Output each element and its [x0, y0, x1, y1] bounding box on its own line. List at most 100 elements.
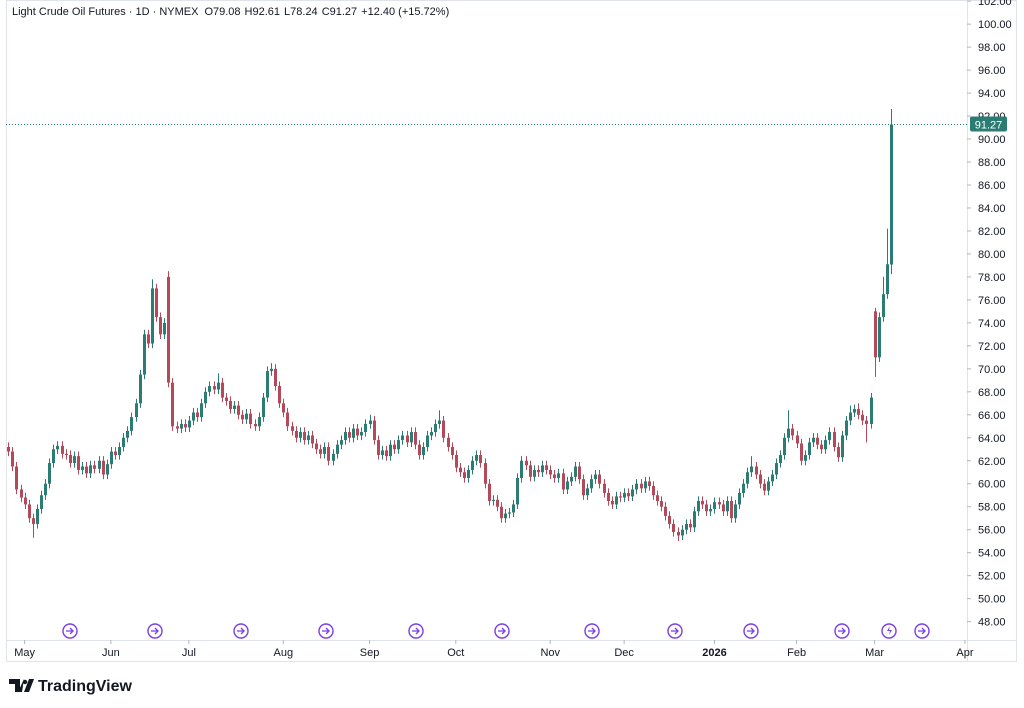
event-marker[interactable]	[408, 623, 424, 639]
candle-body	[763, 483, 766, 491]
candle-body	[81, 466, 84, 470]
x-tick-label: Nov	[540, 647, 560, 659]
candle-body	[249, 413, 252, 424]
event-marker[interactable]	[584, 623, 600, 639]
event-marker-icon	[838, 627, 846, 635]
y-tick-label: 80.00	[978, 249, 1006, 261]
candle-body	[672, 523, 675, 532]
candle-body	[73, 456, 76, 464]
event-marker[interactable]	[62, 623, 78, 639]
logo-slash	[24, 679, 34, 692]
candle-body	[631, 489, 634, 497]
candle-body	[681, 529, 684, 536]
candle-body	[652, 486, 655, 496]
candle-body	[56, 445, 59, 450]
x-tick-label: Jul	[182, 647, 196, 659]
y-tick-label: 84.00	[978, 203, 1006, 215]
event-marker[interactable]	[147, 623, 163, 639]
y-tick-label: 54.00	[978, 548, 1006, 560]
y-tick-label: 74.00	[978, 318, 1006, 330]
event-marker-icon	[412, 627, 420, 635]
candle-body	[562, 473, 565, 490]
event-marker[interactable]	[834, 623, 850, 639]
candle-body	[48, 463, 51, 484]
candle-body	[245, 413, 248, 420]
x-tick-label: Sep	[360, 647, 380, 659]
candle-body	[225, 397, 228, 402]
candle-body	[406, 435, 409, 443]
candle-body	[607, 492, 610, 501]
candle-body	[677, 531, 680, 536]
candle-body	[759, 474, 762, 484]
y-tick-label: 94.00	[978, 88, 1006, 100]
event-marker[interactable]	[667, 623, 683, 639]
candle-body	[779, 455, 782, 464]
candle-body	[570, 476, 573, 482]
candle-body	[467, 469, 470, 478]
candle-body	[20, 489, 23, 498]
candle-body	[845, 420, 848, 436]
candle-body	[192, 412, 195, 421]
candle-body	[430, 432, 433, 436]
candle-body	[796, 435, 799, 444]
candle-body	[167, 276, 170, 383]
candle-body	[451, 446, 454, 456]
event-marker[interactable]	[881, 623, 897, 639]
candle-body	[791, 428, 794, 436]
x-tick-label: 2026	[702, 647, 726, 659]
y-tick-label: 88.00	[978, 157, 1006, 169]
candle-body	[254, 423, 257, 427]
candle-body	[114, 451, 117, 456]
candle-body	[44, 483, 47, 496]
candle-body	[233, 405, 236, 410]
candle-body	[787, 428, 790, 438]
candle-body	[401, 435, 404, 441]
event-marker[interactable]	[743, 623, 759, 639]
candle-body	[319, 449, 322, 454]
candle-body	[414, 432, 417, 445]
candle-body	[295, 430, 298, 438]
candle-body	[221, 382, 224, 398]
y-tick-label: 82.00	[978, 226, 1006, 238]
candle-body	[878, 317, 881, 358]
x-tick-label: Apr	[956, 647, 973, 659]
ohlc-close: C91.27	[322, 6, 357, 18]
event-marker-icon	[66, 627, 74, 635]
y-tick-label: 70.00	[978, 364, 1006, 376]
candle-body	[315, 443, 318, 450]
candle-body	[804, 455, 807, 461]
candle-body	[820, 444, 823, 450]
candle-body	[389, 444, 392, 457]
candle-body	[492, 499, 495, 501]
candle-body	[623, 492, 626, 498]
y-tick-label: 50.00	[978, 594, 1006, 606]
candle-body	[32, 518, 35, 524]
candle-body	[619, 496, 622, 498]
event-marker[interactable]	[914, 623, 930, 639]
brand-logo[interactable]: TradingView	[9, 678, 133, 695]
x-tick-label: Mar	[865, 647, 884, 659]
candle-body	[171, 382, 174, 427]
candle-body	[525, 460, 528, 466]
event-marker[interactable]	[318, 623, 334, 639]
candle-body	[529, 465, 532, 477]
candle-body	[627, 492, 630, 497]
candle-body	[184, 423, 187, 428]
candle-body	[853, 409, 856, 413]
candle-body	[159, 317, 162, 335]
event-marker-icon	[498, 627, 506, 635]
candle-body	[40, 495, 43, 510]
candle-body	[635, 483, 638, 490]
event-marker-circle	[494, 623, 510, 639]
candle-body	[537, 469, 540, 473]
candle-body	[52, 449, 55, 464]
event-marker-icon	[237, 627, 245, 635]
event-marker[interactable]	[494, 623, 510, 639]
event-marker[interactable]	[233, 623, 249, 639]
candle-body	[738, 492, 741, 505]
candle-body	[824, 440, 827, 450]
candle-body	[418, 444, 421, 456]
candle-body	[857, 409, 860, 415]
candle-body	[291, 426, 294, 431]
candle-body	[668, 515, 671, 524]
